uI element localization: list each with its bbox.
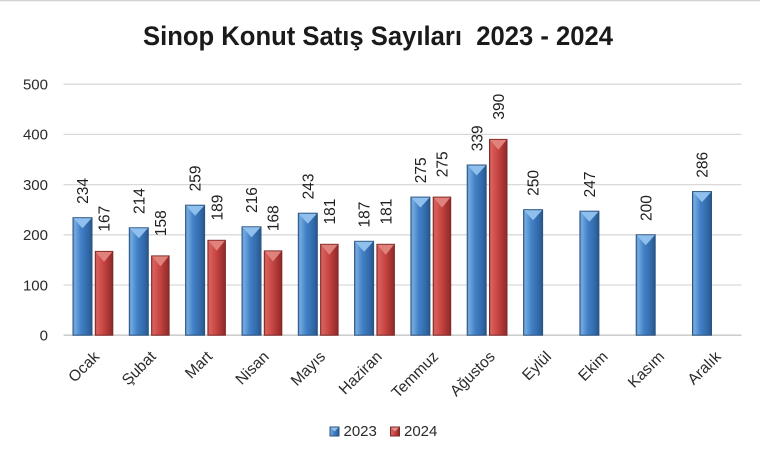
svg-text:189: 189 [209, 195, 226, 221]
svg-text:259: 259 [188, 166, 205, 192]
svg-text:500: 500 [23, 77, 48, 94]
svg-text:247: 247 [582, 172, 599, 198]
svg-text:300: 300 [23, 177, 48, 194]
svg-text:286: 286 [695, 152, 712, 178]
svg-text:2023: 2023 [344, 423, 377, 440]
svg-text:243: 243 [300, 174, 317, 200]
svg-text:167: 167 [97, 206, 114, 232]
svg-text:2024: 2024 [404, 423, 437, 440]
svg-text:0: 0 [40, 328, 48, 345]
svg-text:200: 200 [23, 227, 48, 244]
svg-text:200: 200 [638, 195, 655, 221]
svg-text:400: 400 [23, 127, 48, 144]
svg-text:339: 339 [469, 125, 486, 151]
svg-text:275: 275 [413, 157, 430, 183]
svg-text:168: 168 [266, 205, 283, 231]
svg-text:390: 390 [491, 93, 508, 119]
svg-text:187: 187 [357, 202, 374, 228]
svg-text:158: 158 [153, 210, 170, 236]
svg-text:181: 181 [322, 199, 339, 225]
svg-text:214: 214 [131, 188, 148, 214]
svg-text:250: 250 [526, 170, 543, 196]
svg-text:181: 181 [378, 199, 395, 225]
svg-text:216: 216 [244, 187, 261, 213]
svg-text:100: 100 [23, 277, 48, 294]
svg-text:275: 275 [435, 151, 452, 177]
svg-text:234: 234 [75, 178, 92, 204]
svg-text:Sinop Konut Satış Sayıları 20: Sinop Konut Satış Sayıları 2023 - 2024 [143, 21, 613, 51]
